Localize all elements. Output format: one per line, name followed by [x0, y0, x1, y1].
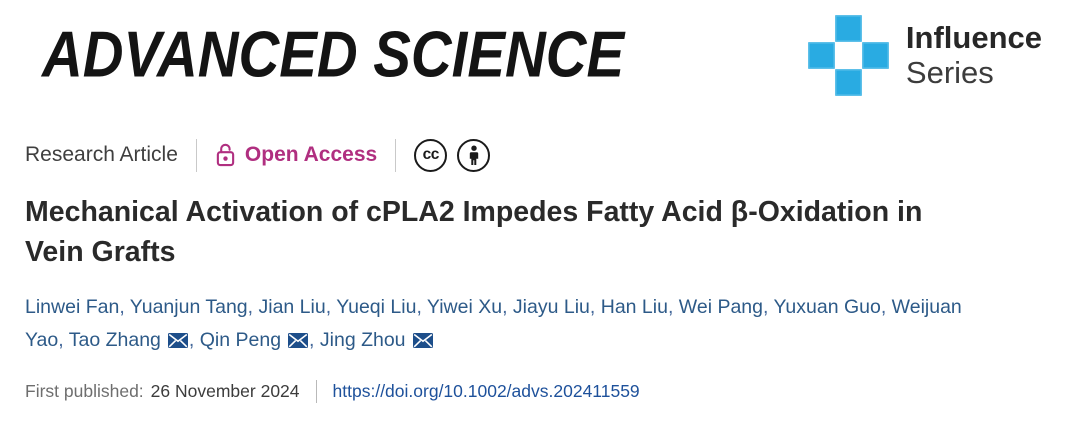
author-link[interactable]: Jiayu Liu: [512, 295, 590, 318]
author-link[interactable]: Linwei Fan: [25, 295, 120, 318]
author-link[interactable]: Weijuan Yao: [25, 295, 962, 352]
license-icons: cc: [414, 138, 491, 172]
masthead: ADVANCED SCIENCE Influence Series: [0, 0, 1072, 96]
doi-link[interactable]: https://doi.org/10.1002/advs.202411559: [332, 381, 640, 401]
first-published-date: 26 November 2024: [150, 381, 300, 401]
attribution-person-icon[interactable]: [457, 138, 491, 172]
author-separator: ,: [880, 295, 892, 318]
divider: [315, 380, 317, 403]
author-separator: ,: [188, 329, 200, 352]
author-separator: ,: [763, 295, 774, 318]
author-link[interactable]: Yiwei Xu: [426, 295, 503, 318]
article-meta-row: Research Article Open Access cc: [25, 136, 1072, 174]
author-separator: ,: [58, 329, 69, 352]
first-published-label: First published:: [25, 381, 144, 401]
author-link[interactable]: Qin Peng: [199, 329, 282, 352]
open-access-label: Open Access: [244, 143, 378, 166]
author-link[interactable]: Yuanjun Tang: [129, 295, 248, 318]
divider: [395, 138, 397, 172]
open-lock-icon: [216, 143, 235, 166]
influence-series-logo[interactable]: Influence Series: [807, 14, 1042, 96]
blue-cross-icon: [807, 14, 889, 96]
author-link[interactable]: Han Liu: [600, 295, 668, 318]
article-title: Mechanical Activation of cPLA2 Impedes F…: [25, 196, 923, 269]
author-separator: ,: [325, 295, 337, 318]
author-separator: ,: [502, 295, 513, 318]
cross-square: [834, 68, 862, 96]
series-logo-text: Influence Series: [906, 20, 1042, 90]
author-link[interactable]: Wei Pang: [678, 295, 763, 318]
author-link[interactable]: Jian Liu: [258, 295, 326, 318]
author-separator: ,: [247, 295, 259, 318]
author-separator: ,: [309, 329, 320, 352]
author-separator: ,: [667, 295, 679, 318]
series-logo-line1: Influence: [905, 19, 1042, 55]
cc-icon[interactable]: cc: [414, 138, 448, 172]
author-link[interactable]: Yueqi Liu: [336, 295, 417, 318]
publication-info: First published: 26 November 2024 https:…: [25, 380, 1072, 403]
series-logo-line2: Series: [905, 55, 994, 90]
cross-square: [834, 14, 862, 42]
author-separator: ,: [589, 295, 601, 318]
open-access-badge: Open Access: [215, 142, 377, 169]
envelope-icon[interactable]: [167, 333, 188, 349]
journal-logo[interactable]: ADVANCED SCIENCE: [42, 18, 625, 92]
person-glyph: [469, 145, 478, 165]
article-type-label: Research Article: [25, 143, 178, 166]
author-link[interactable]: Jing Zhou: [319, 329, 406, 352]
cross-square: [807, 41, 835, 69]
cross-square: [861, 41, 889, 69]
author-separator: ,: [416, 295, 427, 318]
author-separator: ,: [119, 295, 130, 318]
divider: [195, 138, 197, 172]
author-link[interactable]: Yuxuan Guo: [773, 295, 881, 318]
author-link[interactable]: Tao Zhang: [68, 329, 161, 352]
author-list: Linwei Fan, Yuanjun Tang, Jian Liu, Yueq…: [25, 291, 975, 358]
envelope-icon[interactable]: [288, 333, 309, 349]
envelope-icon[interactable]: [412, 333, 433, 349]
